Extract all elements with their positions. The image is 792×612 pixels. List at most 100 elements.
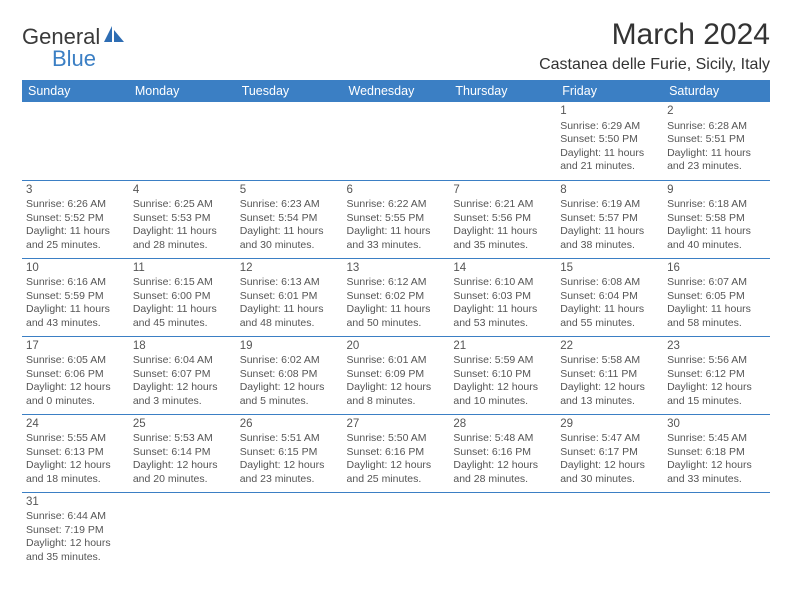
calendar-week-row: 10Sunrise: 6:16 AMSunset: 5:59 PMDayligh… [22, 258, 770, 336]
daylight-text: and 23 minutes. [667, 160, 766, 173]
sunrise-text: Sunrise: 6:08 AM [560, 276, 659, 289]
sunset-text: Sunset: 6:04 PM [560, 290, 659, 303]
sunset-text: Sunset: 5:57 PM [560, 212, 659, 225]
calendar-day-cell: 30Sunrise: 5:45 AMSunset: 6:18 PMDayligh… [663, 414, 770, 492]
sunset-text: Sunset: 5:50 PM [560, 133, 659, 146]
sunrise-text: Sunrise: 6:16 AM [26, 276, 125, 289]
sunrise-text: Sunrise: 6:22 AM [347, 198, 446, 211]
daylight-text: and 18 minutes. [26, 473, 125, 486]
calendar-day-cell [449, 492, 556, 570]
daylight-text: and 28 minutes. [453, 473, 552, 486]
calendar-day-cell [343, 102, 450, 180]
calendar-day-cell [343, 492, 450, 570]
daylight-text: and 50 minutes. [347, 317, 446, 330]
daylight-text: Daylight: 11 hours [560, 303, 659, 316]
daylight-text: and 33 minutes. [347, 239, 446, 252]
daylight-text: Daylight: 12 hours [26, 381, 125, 394]
sunrise-text: Sunrise: 6:15 AM [133, 276, 232, 289]
month-title: March 2024 [539, 18, 770, 52]
sunset-text: Sunset: 6:07 PM [133, 368, 232, 381]
calendar-day-cell: 27Sunrise: 5:50 AMSunset: 6:16 PMDayligh… [343, 414, 450, 492]
daylight-text: and 3 minutes. [133, 395, 232, 408]
sunrise-text: Sunrise: 6:21 AM [453, 198, 552, 211]
daylight-text: and 35 minutes. [26, 551, 125, 564]
sunrise-text: Sunrise: 6:07 AM [667, 276, 766, 289]
sunrise-text: Sunrise: 5:59 AM [453, 354, 552, 367]
logo-text-block: General Blue [22, 24, 128, 72]
daylight-text: and 21 minutes. [560, 160, 659, 173]
calendar-day-cell [236, 102, 343, 180]
calendar-day-cell: 1Sunrise: 6:29 AMSunset: 5:50 PMDaylight… [556, 102, 663, 180]
daylight-text: Daylight: 11 hours [347, 225, 446, 238]
sunset-text: Sunset: 6:08 PM [240, 368, 339, 381]
day-number: 1 [560, 104, 659, 119]
sunrise-text: Sunrise: 6:05 AM [26, 354, 125, 367]
day-number: 4 [133, 183, 232, 198]
calendar-day-cell: 6Sunrise: 6:22 AMSunset: 5:55 PMDaylight… [343, 180, 450, 258]
calendar-week-row: 1Sunrise: 6:29 AMSunset: 5:50 PMDaylight… [22, 102, 770, 180]
sunrise-text: Sunrise: 5:53 AM [133, 432, 232, 445]
sunset-text: Sunset: 6:18 PM [667, 446, 766, 459]
calendar-day-cell: 7Sunrise: 6:21 AMSunset: 5:56 PMDaylight… [449, 180, 556, 258]
sunset-text: Sunset: 6:14 PM [133, 446, 232, 459]
day-number: 8 [560, 183, 659, 198]
sunset-text: Sunset: 5:59 PM [26, 290, 125, 303]
calendar-day-cell: 5Sunrise: 6:23 AMSunset: 5:54 PMDaylight… [236, 180, 343, 258]
sunset-text: Sunset: 5:55 PM [347, 212, 446, 225]
daylight-text: and 35 minutes. [453, 239, 552, 252]
day-number: 24 [26, 417, 125, 432]
daylight-text: Daylight: 12 hours [453, 381, 552, 394]
weekday-header: Thursday [449, 80, 556, 102]
sunset-text: Sunset: 5:56 PM [453, 212, 552, 225]
day-number: 18 [133, 339, 232, 354]
daylight-text: Daylight: 12 hours [347, 459, 446, 472]
daylight-text: Daylight: 12 hours [560, 459, 659, 472]
calendar-week-row: 31Sunrise: 6:44 AMSunset: 7:19 PMDayligh… [22, 492, 770, 570]
calendar-day-cell: 13Sunrise: 6:12 AMSunset: 6:02 PMDayligh… [343, 258, 450, 336]
daylight-text: Daylight: 11 hours [667, 225, 766, 238]
day-number: 30 [667, 417, 766, 432]
daylight-text: Daylight: 12 hours [453, 459, 552, 472]
sunset-text: Sunset: 6:16 PM [347, 446, 446, 459]
calendar-day-cell: 2Sunrise: 6:28 AMSunset: 5:51 PMDaylight… [663, 102, 770, 180]
sunset-text: Sunset: 6:12 PM [667, 368, 766, 381]
weekday-header: Tuesday [236, 80, 343, 102]
daylight-text: and 48 minutes. [240, 317, 339, 330]
day-number: 14 [453, 261, 552, 276]
daylight-text: and 43 minutes. [26, 317, 125, 330]
weekday-header-row: Sunday Monday Tuesday Wednesday Thursday… [22, 80, 770, 102]
sunset-text: Sunset: 5:52 PM [26, 212, 125, 225]
day-number: 9 [667, 183, 766, 198]
day-number: 15 [560, 261, 659, 276]
calendar-week-row: 24Sunrise: 5:55 AMSunset: 6:13 PMDayligh… [22, 414, 770, 492]
day-number: 2 [667, 104, 766, 119]
sunset-text: Sunset: 6:02 PM [347, 290, 446, 303]
sunrise-text: Sunrise: 6:18 AM [667, 198, 766, 211]
daylight-text: Daylight: 12 hours [133, 381, 232, 394]
day-number: 3 [26, 183, 125, 198]
daylight-text: and 5 minutes. [240, 395, 339, 408]
calendar-day-cell: 17Sunrise: 6:05 AMSunset: 6:06 PMDayligh… [22, 336, 129, 414]
calendar-day-cell [22, 102, 129, 180]
calendar-day-cell: 18Sunrise: 6:04 AMSunset: 6:07 PMDayligh… [129, 336, 236, 414]
sunrise-text: Sunrise: 5:48 AM [453, 432, 552, 445]
calendar-day-cell: 31Sunrise: 6:44 AMSunset: 7:19 PMDayligh… [22, 492, 129, 570]
daylight-text: and 45 minutes. [133, 317, 232, 330]
day-number: 25 [133, 417, 232, 432]
day-number: 19 [240, 339, 339, 354]
sunrise-text: Sunrise: 6:02 AM [240, 354, 339, 367]
daylight-text: Daylight: 11 hours [26, 303, 125, 316]
daylight-text: Daylight: 12 hours [667, 459, 766, 472]
calendar-day-cell [449, 102, 556, 180]
daylight-text: Daylight: 11 hours [560, 147, 659, 160]
day-number: 28 [453, 417, 552, 432]
calendar-day-cell: 25Sunrise: 5:53 AMSunset: 6:14 PMDayligh… [129, 414, 236, 492]
weekday-header: Monday [129, 80, 236, 102]
calendar-day-cell: 9Sunrise: 6:18 AMSunset: 5:58 PMDaylight… [663, 180, 770, 258]
daylight-text: and 15 minutes. [667, 395, 766, 408]
sunrise-text: Sunrise: 6:26 AM [26, 198, 125, 211]
daylight-text: Daylight: 11 hours [667, 303, 766, 316]
sunrise-text: Sunrise: 6:29 AM [560, 120, 659, 133]
weekday-header: Sunday [22, 80, 129, 102]
day-number: 12 [240, 261, 339, 276]
